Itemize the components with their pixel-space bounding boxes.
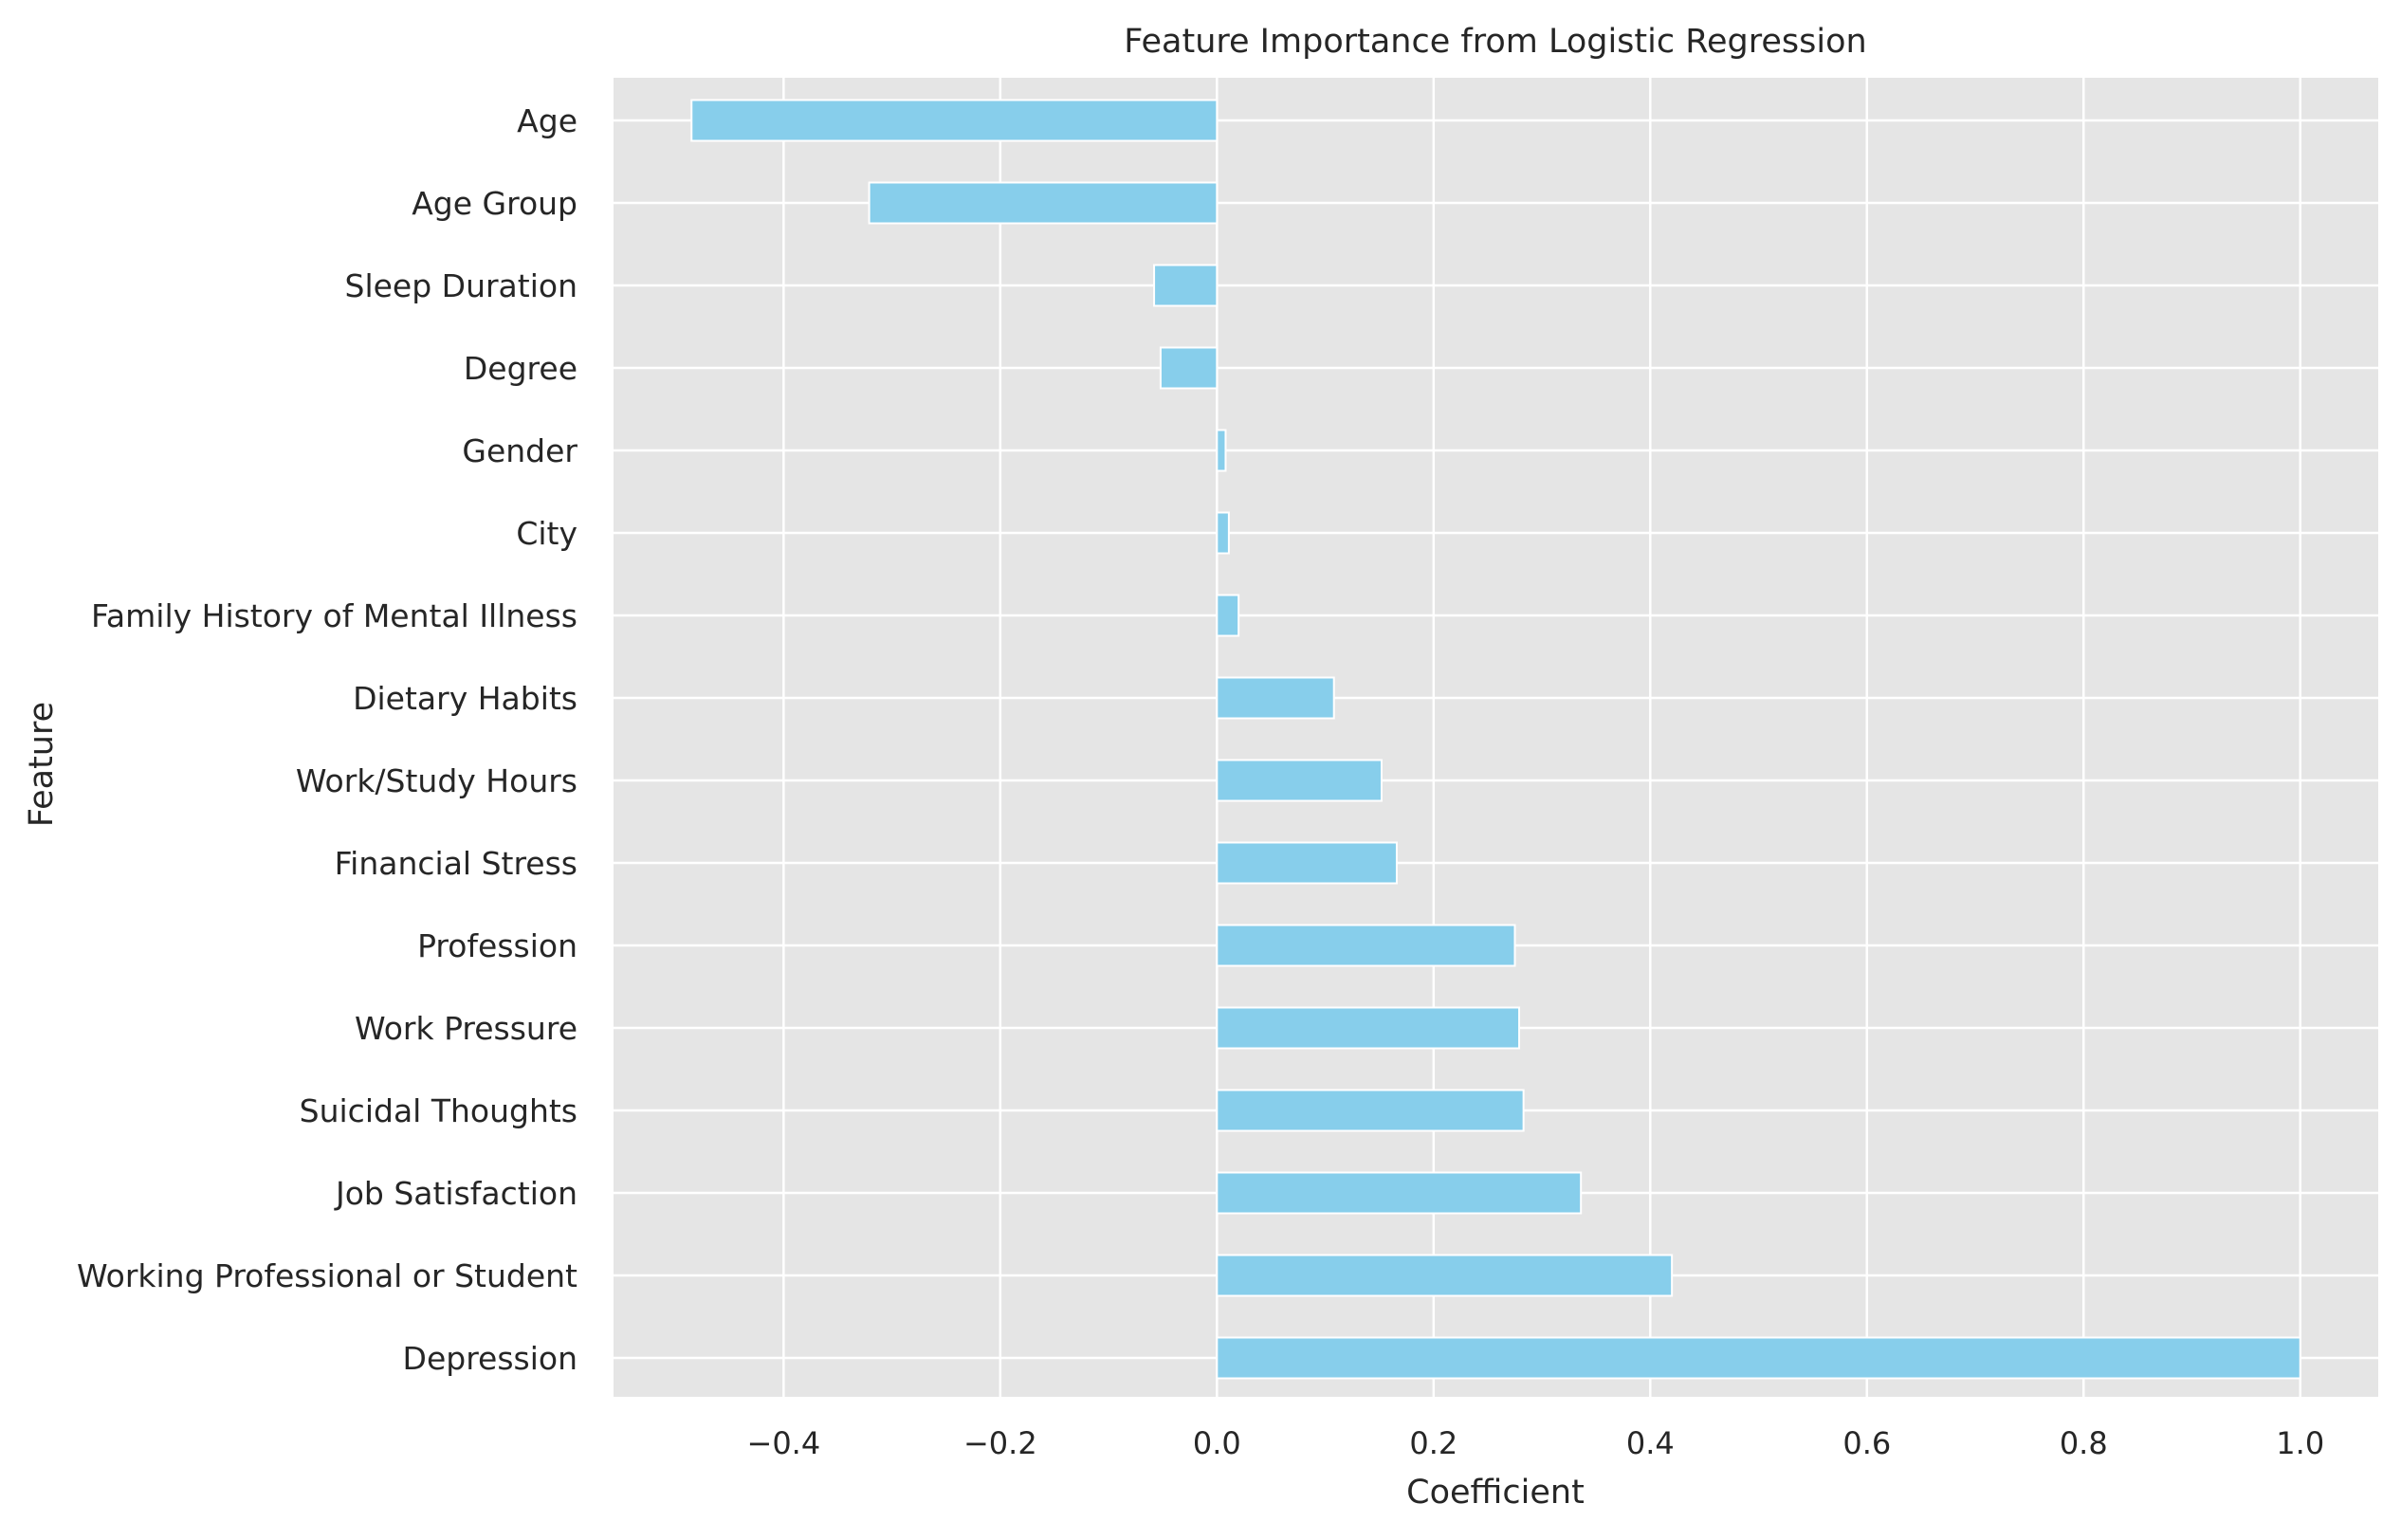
y-tick-label: Suicidal Thoughts — [300, 1092, 577, 1129]
bar-dietary-habits — [1216, 676, 1335, 720]
chart-title: Feature Importance from Logistic Regress… — [1124, 23, 1866, 61]
bars — [690, 99, 2301, 1380]
y-axis-label: Feature — [23, 702, 61, 827]
bar-age-group — [868, 181, 1219, 225]
x-tick-label: 0.6 — [1842, 1425, 1891, 1461]
y-tick-label: Age Group — [412, 185, 577, 222]
x-tick-label: −0.4 — [747, 1425, 821, 1461]
y-tick-label: Family History of Mental Illness — [91, 597, 577, 634]
bar-working-professional-or-student — [1216, 1254, 1674, 1297]
bar-job-satisfaction — [1216, 1171, 1583, 1215]
y-tick-label: Depression — [403, 1340, 577, 1377]
y-tick-label: Work Pressure — [355, 1010, 577, 1047]
x-tick-label: 0.8 — [2060, 1425, 2108, 1461]
y-tick-label: Sleep Duration — [345, 267, 578, 304]
bar-work-pressure — [1216, 1006, 1521, 1050]
y-tick-label: Financial Stress — [335, 845, 577, 882]
bar-depression — [1216, 1336, 2301, 1380]
bar-suicidal-thoughts — [1216, 1089, 1525, 1132]
x-tick-label: −0.2 — [963, 1425, 1037, 1461]
x-tick-label: 0.0 — [1193, 1425, 1241, 1461]
x-tick-label: 0.4 — [1626, 1425, 1675, 1461]
bar-age — [690, 99, 1219, 142]
bar-sleep-duration — [1153, 264, 1219, 307]
bar-financial-stress — [1216, 841, 1398, 885]
bar-city — [1216, 511, 1230, 555]
y-tick-label: City — [516, 515, 577, 552]
y-tick-label: Age — [517, 102, 577, 139]
y-tick-label: Gender — [462, 432, 577, 469]
y-tick-label: Job Satisfaction — [334, 1175, 577, 1212]
y-tick-label: Work/Study Hours — [296, 762, 577, 799]
y-tick-label: Dietary Habits — [353, 680, 577, 717]
y-tick-label: Working Professional or Student — [77, 1257, 577, 1294]
x-axis-label: Coefficient — [1406, 1474, 1585, 1512]
bar-gender — [1216, 429, 1227, 472]
y-tick-labels: Age Age Group Sleep Duration Degree Gender Ci… — [77, 102, 577, 1377]
x-tick-label: 0.2 — [1409, 1425, 1457, 1461]
y-tick-label: Degree — [464, 350, 577, 387]
x-tick-labels: −0.4 −0.2 0.0 0.2 0.4 0.6 0.8 1.0 — [747, 1425, 2325, 1461]
bar-family-history-of-mental-illness — [1216, 594, 1240, 637]
x-tick-label: 1.0 — [2276, 1425, 2324, 1461]
y-tick-label: Profession — [417, 927, 577, 964]
bar-degree — [1159, 346, 1219, 390]
bar-work-study-hours — [1216, 759, 1383, 802]
bar-profession — [1216, 924, 1516, 967]
